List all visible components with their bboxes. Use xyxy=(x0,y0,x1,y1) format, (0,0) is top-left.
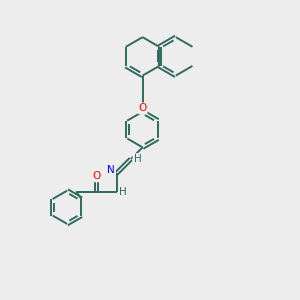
Text: H: H xyxy=(119,187,127,196)
Text: N: N xyxy=(107,165,115,175)
Text: O: O xyxy=(138,103,147,113)
Text: H: H xyxy=(134,154,141,164)
Text: O: O xyxy=(92,171,100,182)
